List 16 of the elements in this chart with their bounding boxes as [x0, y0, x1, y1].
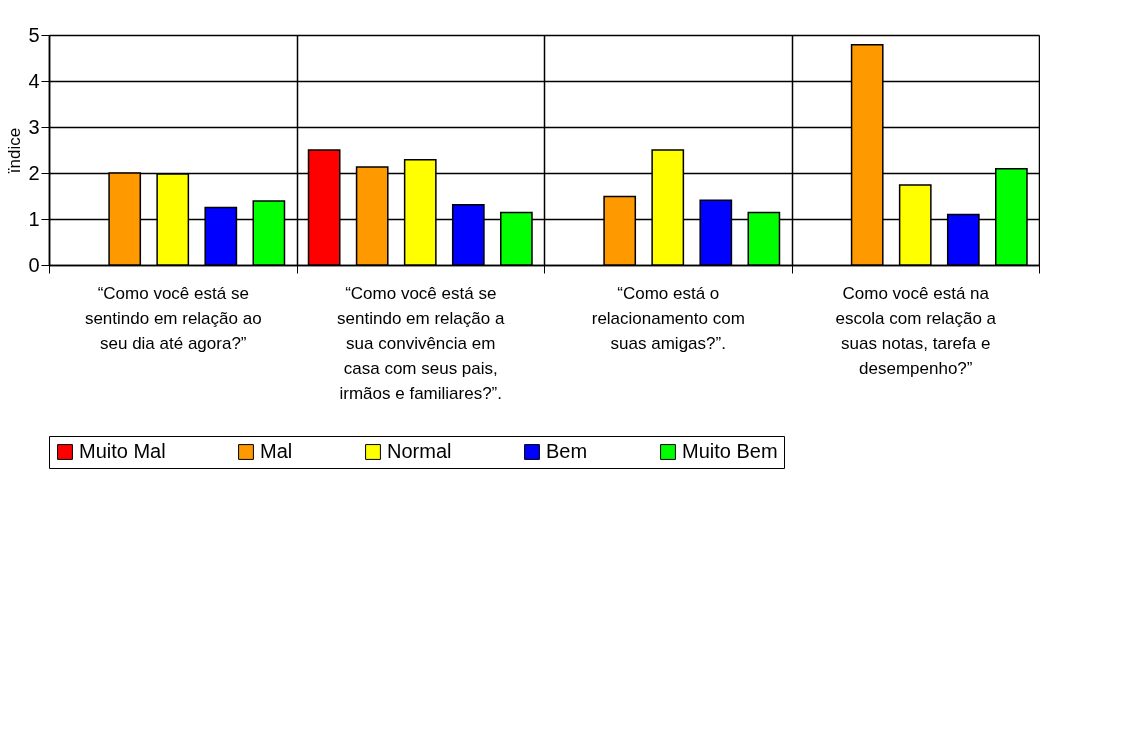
x-tick-label: “Como você está se sentindo em relação ao seu dia até agora?” [84, 283, 262, 353]
legend-label: Normal [387, 440, 452, 462]
y-tick-label: 3 [28, 115, 40, 138]
legend-label: Muito Mal [79, 440, 166, 462]
x-tick-label: “Como você está se sentindo em relação a sua convivência em casa com seus pais, irmãos e familiares?”. [337, 283, 505, 403]
y-tick-label: 1 [28, 207, 40, 230]
y-axis-title: ïndice [5, 127, 25, 174]
legend-label: Mal [260, 440, 293, 462]
y-tick-label: 0 [28, 253, 40, 276]
x-tick-label: “Como está o relacionamento com suas amigas?”. [591, 283, 745, 353]
y-tick-label: 5 [28, 23, 40, 46]
legend-label: Bem [546, 440, 588, 462]
y-tick-label: 2 [28, 161, 40, 184]
x-tick-label: Como você está na escola com relação a suas notas, tarefa e desempenho?” [835, 283, 997, 378]
legend-label: Muito Bem [682, 440, 778, 462]
y-tick-label: 4 [28, 69, 40, 92]
